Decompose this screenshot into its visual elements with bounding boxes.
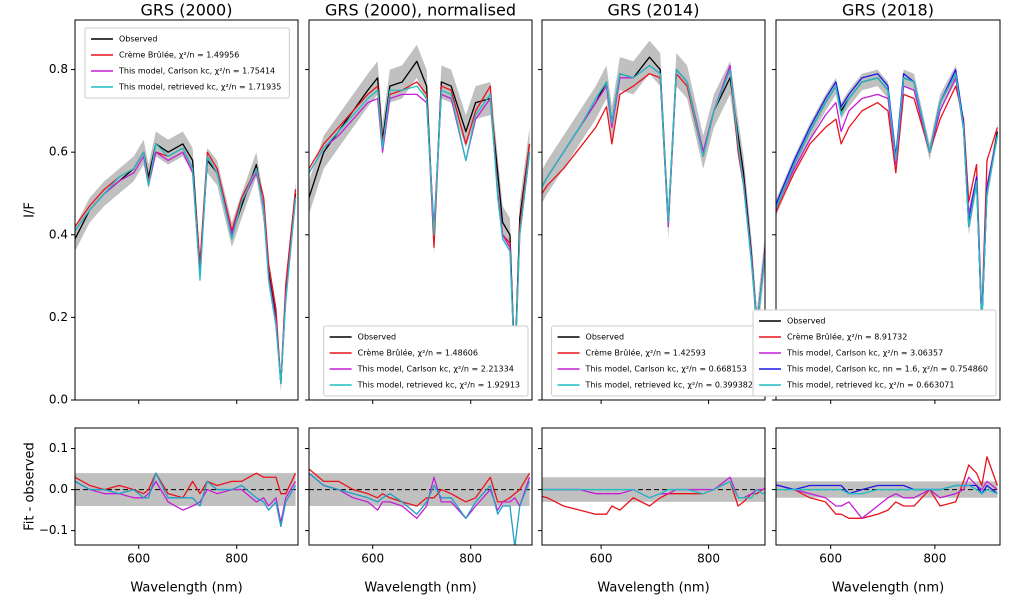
panel xyxy=(75,472,298,528)
series-line xyxy=(776,77,999,323)
series-line xyxy=(309,60,531,368)
legend-label: Crème Brûlée, χ²/n = 1.48606 xyxy=(358,348,478,358)
series-line xyxy=(542,476,765,499)
legend-label: This model, Carlson kc, χ²/n = 0.668153 xyxy=(585,365,747,374)
legend-box xyxy=(84,27,290,99)
x-tick-label: 800 xyxy=(923,552,946,566)
series-line xyxy=(309,85,531,372)
series-line xyxy=(776,456,999,519)
uncertainty-band xyxy=(542,40,765,343)
panel xyxy=(75,131,297,392)
y-tick-label: 0.4 xyxy=(49,227,68,241)
series-line xyxy=(776,85,999,319)
series-line xyxy=(309,472,531,545)
axes-frame xyxy=(541,427,766,546)
series-line xyxy=(776,68,999,327)
panel xyxy=(309,468,532,545)
legend: Observed Crème Brûlée, χ²/n = 1.42593 This… xyxy=(551,325,762,397)
x-axis-label: Wavelength (nm) xyxy=(597,581,709,596)
panel xyxy=(542,40,765,343)
panel xyxy=(309,44,531,384)
y-tick-label: 0.0 xyxy=(49,393,68,407)
series-line xyxy=(309,472,531,519)
legend: Observed Crème Brûlée, χ²/n = 8.91732 This… xyxy=(752,309,997,397)
y-tick-label: 0.0 xyxy=(49,482,68,496)
axes-frame xyxy=(74,19,299,401)
panel-title: GRS (2018) xyxy=(842,1,934,20)
y-tick-label: 0.6 xyxy=(49,145,68,159)
x-tick-label: 800 xyxy=(697,552,720,566)
series-line xyxy=(776,484,998,495)
x-axis-label: Wavelength (nm) xyxy=(130,581,242,596)
series-line xyxy=(776,484,998,495)
legend: Observed Crème Brûlée, χ²/n = 1.48606 This… xyxy=(323,325,529,397)
axes-frame xyxy=(74,427,299,546)
legend-label: Observed xyxy=(787,317,826,326)
legend-label: Observed xyxy=(358,333,397,342)
panel-title: GRS (2014) xyxy=(608,1,700,20)
legend-box xyxy=(323,325,529,397)
series-line xyxy=(776,476,998,519)
x-axis-label: Wavelength (nm) xyxy=(832,581,944,596)
series-line xyxy=(75,472,297,499)
legend-label: Observed xyxy=(586,333,625,342)
y-axis-label: Fit - observed xyxy=(23,442,38,530)
legend-label: This model, retrieved kc, χ²/n = 0.66307… xyxy=(786,381,954,390)
axes-frame xyxy=(308,19,533,401)
series-line xyxy=(542,56,765,327)
legend-label: This model, Carlson kc, χ²/n = 1.75414 xyxy=(118,67,275,76)
legend-label: This model, retrieved kc, χ²/n = 1.92913 xyxy=(357,381,520,390)
legend-label: Crème Brûlée, χ²/n = 1.49956 xyxy=(119,50,239,60)
legend-label: This model, Carlson kc, χ²/n = 2.21334 xyxy=(357,365,514,374)
x-tick-label: 600 xyxy=(127,552,150,566)
x-tick-label: 800 xyxy=(459,552,482,566)
series-line xyxy=(75,480,297,524)
y-tick-label: 0.1 xyxy=(49,441,68,455)
axes-frame xyxy=(308,427,533,546)
series-line xyxy=(75,472,297,528)
y-tick-label: −0.1 xyxy=(39,523,68,537)
legend-label: This model, retrieved kc, χ²/n = 1.71935 xyxy=(118,83,281,92)
legend-label: This model, Carlson kc, nn = 1.6, χ²/n =… xyxy=(786,365,988,374)
panel xyxy=(776,456,1000,519)
panel xyxy=(542,476,765,515)
x-tick-label: 600 xyxy=(819,552,842,566)
uncertainty-band xyxy=(75,131,296,392)
series-line xyxy=(309,81,531,372)
series-line xyxy=(75,143,297,385)
axes-frame xyxy=(775,427,1001,546)
panel-title: GRS (2000) xyxy=(141,1,233,20)
legend-label: Crème Brûlée, χ²/n = 8.91732 xyxy=(787,332,907,342)
legend-label: Crème Brûlée, χ²/n = 1.42593 xyxy=(586,348,706,358)
y-axis-label: I/F xyxy=(23,202,38,218)
x-tick-label: 600 xyxy=(361,552,384,566)
legend-label: Observed xyxy=(119,35,158,44)
legend-box xyxy=(752,309,997,397)
x-tick-label: 600 xyxy=(590,552,613,566)
uncertainty-band xyxy=(542,477,765,502)
axes-frame xyxy=(541,19,766,401)
series-line xyxy=(776,73,999,323)
y-tick-label: 0.8 xyxy=(49,62,68,76)
series-line xyxy=(542,64,765,327)
legend-label: This model, Carlson kc, χ²/n = 3.06357 xyxy=(786,349,943,358)
legend-label: This model, retrieved kc, χ²/n = 0.39938… xyxy=(585,381,753,390)
axes-frame xyxy=(775,19,1001,401)
legend: Observed Crème Brûlée, χ²/n = 1.49956 This… xyxy=(84,27,290,99)
series-line xyxy=(542,68,765,331)
series-line xyxy=(309,468,531,507)
panel xyxy=(776,65,999,330)
series-line xyxy=(542,480,765,499)
x-tick-label: 800 xyxy=(225,552,248,566)
y-tick-label: 0.2 xyxy=(49,310,68,324)
panel-title: GRS (2000), normalised xyxy=(325,1,516,20)
x-axis-label: Wavelength (nm) xyxy=(364,581,476,596)
series-line xyxy=(542,64,765,327)
